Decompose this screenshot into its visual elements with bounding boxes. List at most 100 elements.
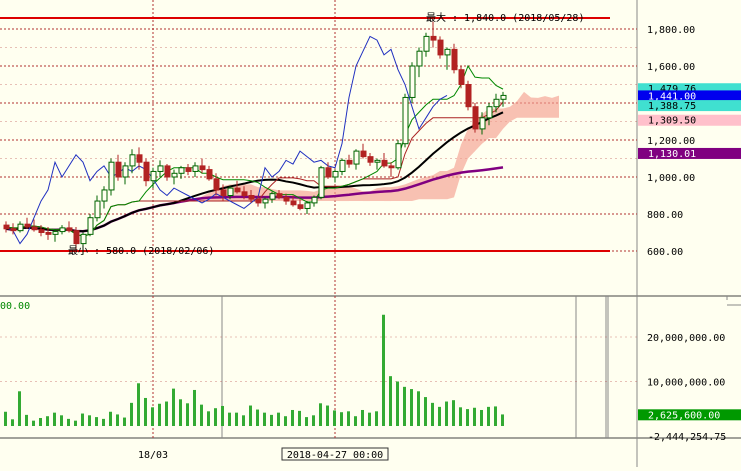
candle-body [220,189,227,196]
y-tick-label: 1,200.00 [647,136,695,147]
volume-bar [46,416,49,426]
ichimoku-cloud-segment [377,187,384,202]
volume-bar [389,376,392,426]
volume-bar [438,406,441,426]
candle-body [332,170,339,178]
candle-body [3,224,10,230]
candle-body [465,84,472,108]
candle-body [38,229,45,234]
ichimoku-cloud-segment [510,101,517,122]
volume-tick-label: 10,000,000.00 [647,378,725,389]
candle-body [430,35,437,41]
volume-bar [305,417,308,426]
volume-bar [368,412,371,426]
candle-body [444,48,451,56]
candle-body [206,169,213,180]
volume-bar [466,409,469,426]
volume-bar [18,391,21,426]
volume-bar [494,406,497,426]
candle-body [171,172,178,178]
candle-body [472,106,479,130]
candle-body [227,187,234,197]
ichimoku-cloud-segment [293,190,300,202]
x-cursor-box [281,447,389,461]
volume-bar [319,403,322,426]
candle-body [262,198,269,204]
min-label: 最小 : 580.0 (2018/02/06) [68,245,214,257]
y-tick-label: 1,800.00 [647,25,695,36]
candle-body [311,196,318,204]
candle-body [360,150,367,158]
y-tick-label: 1,000.00 [647,173,695,184]
candle-body [493,98,500,108]
candle-body [388,165,395,169]
candle-body [234,187,241,193]
volume-bar [410,389,413,426]
volume-bar [270,414,273,426]
ichimoku-cloud-segment [419,177,426,200]
candle-body [59,227,66,233]
ichimoku-cloud-segment [468,121,475,159]
candle-body [24,223,31,228]
volume-bar [81,413,84,426]
candle-body [409,65,416,98]
ichimoku-cloud-segment [531,97,538,118]
volume-bar [32,420,35,426]
y-tick-label: 1,600.00 [647,62,695,73]
candle-body [129,154,136,167]
volume-bar [375,411,378,426]
volume-bar [4,411,7,426]
volume-bar [459,407,462,426]
volume-bar [53,412,56,426]
candle-body [185,167,192,172]
volume-bar [333,410,336,426]
candle-body [241,191,248,197]
candle-body [290,200,297,206]
ichimoku-cloud-segment [300,190,307,202]
ichimoku-cloud-segment [398,184,405,202]
volume-tick-label: 20,000,000.00 [647,333,725,344]
candle-body [423,35,430,52]
volume-current-badge [638,409,741,421]
candle-body [416,50,423,67]
ichimoku-cloud-segment [405,181,412,202]
candle-body [10,228,17,232]
volume-bar [102,418,105,426]
x-tick-label: 18/03 [138,450,168,461]
candle-body [157,165,164,172]
volume-bar [487,406,490,426]
candle-body [297,204,304,209]
volume-lower-label: -2,444,254.75 [648,432,726,443]
volume-bar [473,407,476,426]
volume-bar [116,414,119,426]
ichimoku-cloud-segment [335,186,342,202]
chikou-line [5,35,448,245]
candle-body [479,117,486,130]
volume-bar [361,409,364,426]
candle-body [17,223,24,232]
candle-body [87,217,94,235]
ichimoku-cloud-segment [342,186,349,202]
volume-bar [39,417,42,426]
candle-body [255,198,262,204]
volume-bar [235,412,238,426]
candle-body [52,231,59,235]
volume-bar [424,397,427,426]
volume-bar [179,399,182,426]
candle-body [458,69,465,85]
volume-bar [284,416,287,426]
ichimoku-cloud-segment [433,170,440,200]
volume-bar [403,386,406,426]
candle-body [115,161,122,178]
price-badge-label: 1,130.01 [648,149,696,160]
volume-bar [417,391,420,426]
candle-body [451,48,458,71]
candle-body [122,165,129,178]
candle-body [367,156,374,163]
volume-bar [277,412,280,426]
candle-body [283,196,290,202]
price-badge [638,100,741,112]
volume-bar [200,404,203,426]
